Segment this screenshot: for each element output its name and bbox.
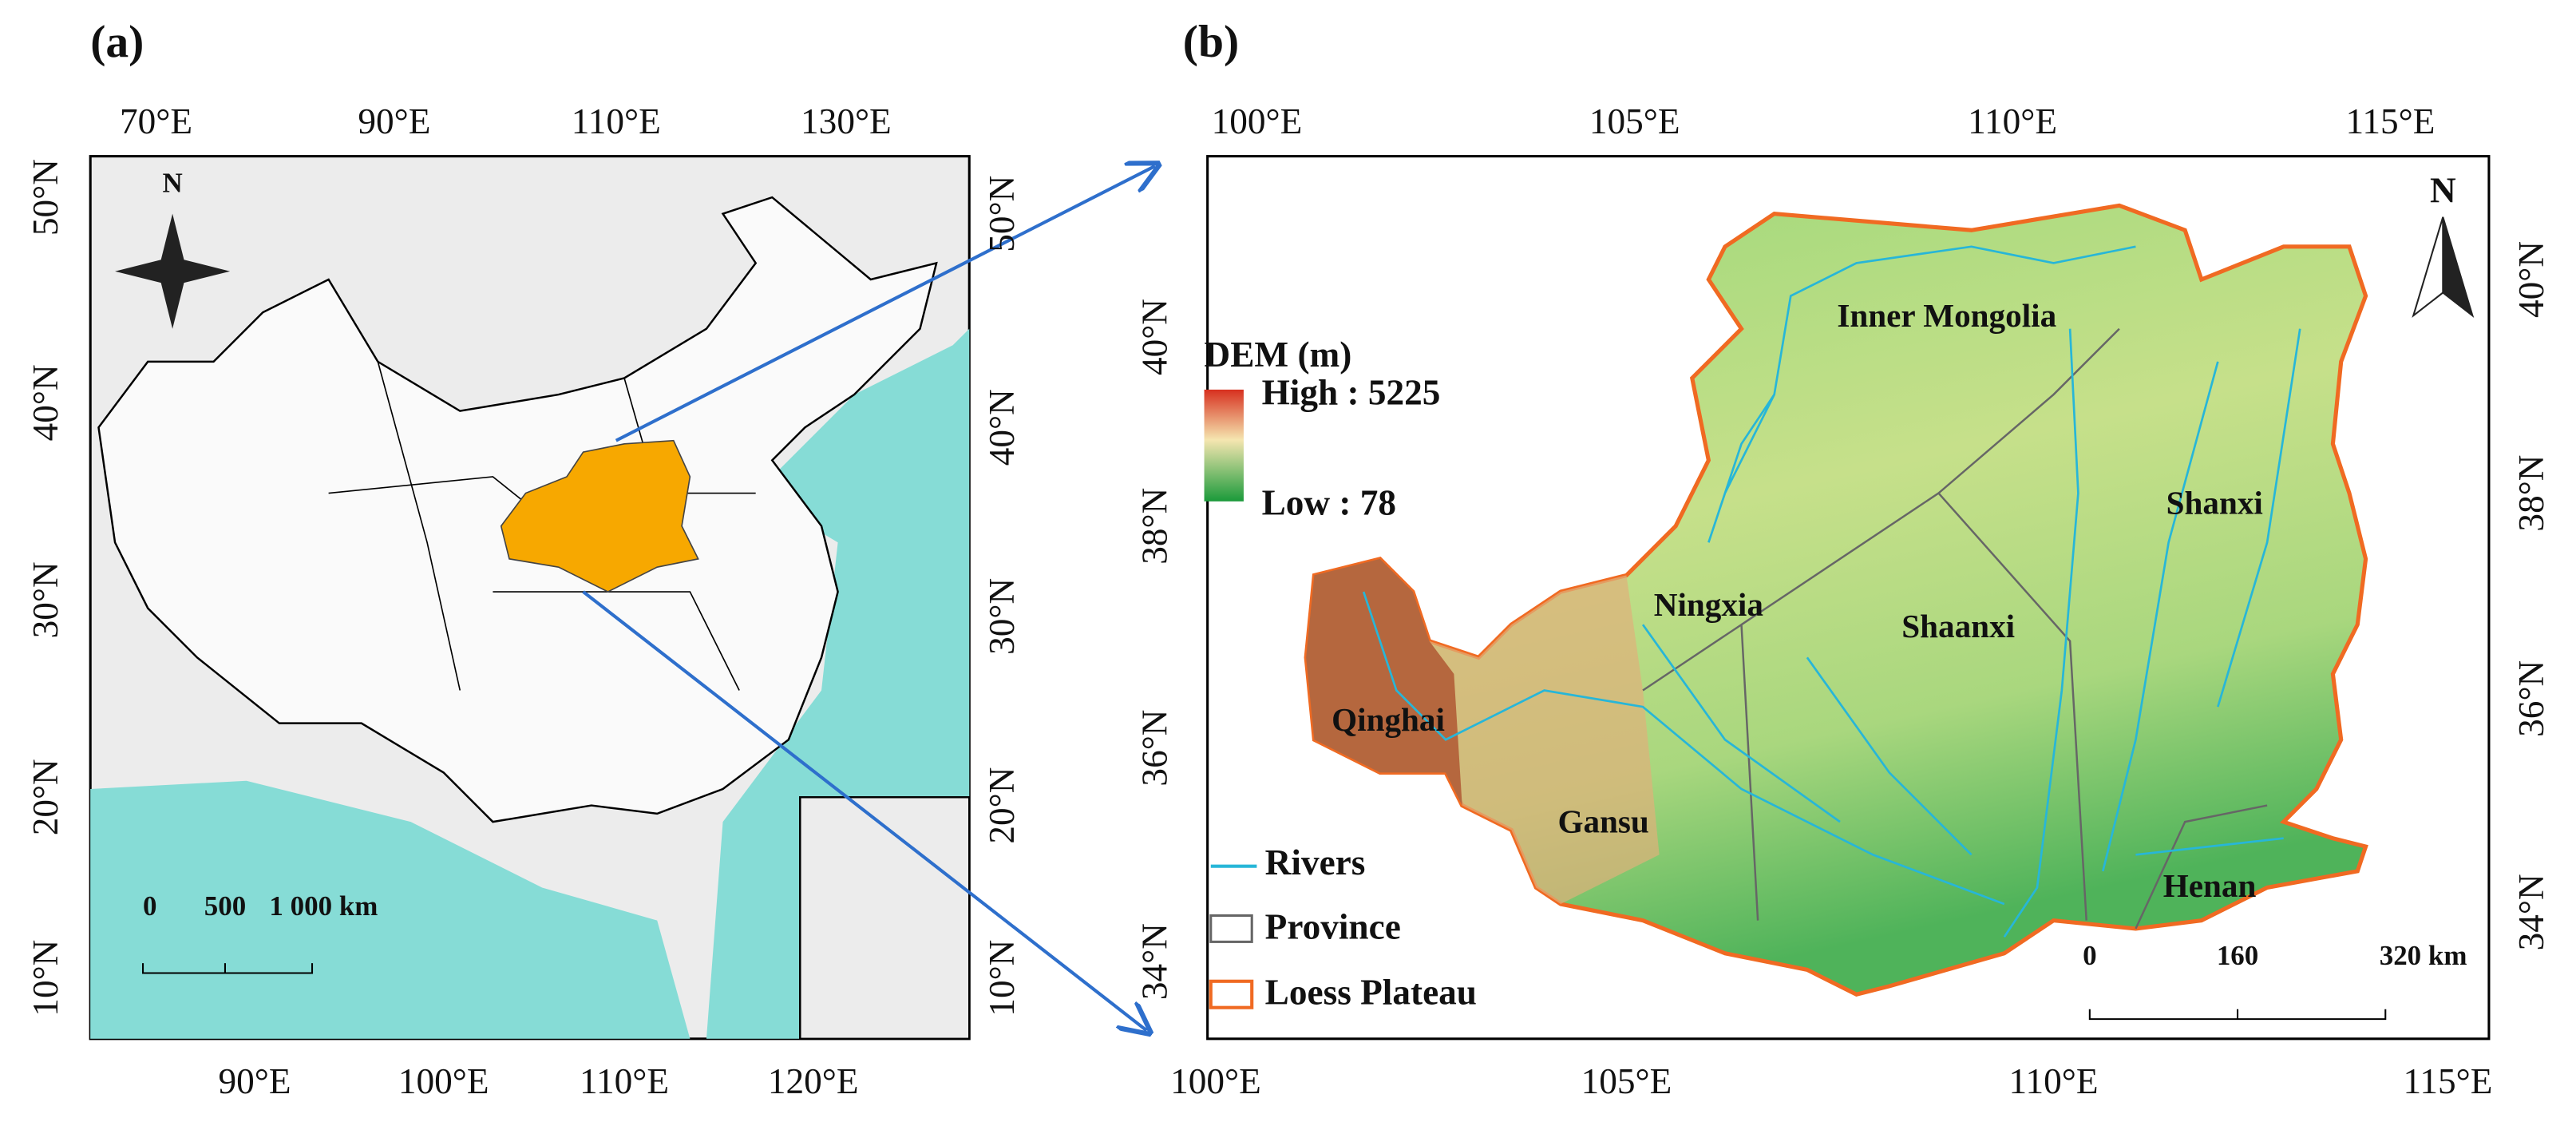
- legend-high: High : 5225: [1262, 373, 1441, 413]
- coord-label: 36°N: [2511, 660, 2551, 737]
- qinghai-highland: [1306, 558, 1462, 806]
- coord-label: 30°N: [982, 578, 1022, 655]
- coord-label: 120°E: [768, 1061, 859, 1101]
- coord-label: 40°N: [982, 389, 1022, 466]
- coord-label: 40°N: [2511, 241, 2551, 318]
- legend-item: Loess Plateau: [1265, 973, 1477, 1013]
- legend-item: Province: [1265, 906, 1401, 946]
- province-borders: [328, 361, 756, 691]
- scale-bar-b: [2088, 1009, 2387, 1021]
- inset-frame: [799, 796, 971, 1041]
- scale-label: 160: [2217, 940, 2258, 971]
- coord-label: 90°E: [358, 101, 430, 141]
- coord-label: 110°E: [1968, 101, 2057, 141]
- scale-label: 320 km: [2380, 940, 2467, 971]
- legend-low: Low : 78: [1262, 482, 1397, 522]
- rivers: [1362, 245, 2301, 938]
- coord-label: 34°N: [2511, 874, 2551, 950]
- highland: [1429, 575, 1660, 905]
- province-label: Henan: [2163, 867, 2257, 904]
- legend-item: Rivers: [1265, 843, 1366, 882]
- province-label: Shaanxi: [1901, 608, 2015, 644]
- coord-label: 115°E: [2403, 1061, 2492, 1101]
- province-label: Gansu: [1557, 803, 1648, 840]
- coord-label: 38°N: [1134, 488, 1174, 565]
- coord-label: 36°N: [1134, 709, 1174, 786]
- legend-title: DEM (m): [1205, 335, 1352, 375]
- coord-label: 20°N: [982, 767, 1022, 844]
- coord-label: 105°E: [1589, 101, 1680, 141]
- coord-label: 100°E: [1212, 101, 1303, 141]
- coord-label: 100°E: [1170, 1061, 1261, 1101]
- north-arrow: [2412, 216, 2444, 319]
- scale-label: 0: [143, 890, 156, 922]
- compass: [115, 213, 231, 329]
- dem-colorbar: [1204, 389, 1244, 502]
- coord-label: 40°N: [1134, 299, 1174, 375]
- coord-label: 40°N: [26, 364, 65, 441]
- scale-bar-a: [142, 963, 314, 974]
- province-label: Qinghai: [1332, 701, 1445, 738]
- zoom-arrow: [582, 590, 1147, 1030]
- panel-label: (a): [90, 17, 144, 67]
- coord-label: 10°N: [26, 940, 65, 1017]
- coord-label: 10°N: [982, 940, 1022, 1017]
- zoom-arrow: [615, 166, 1155, 442]
- province-label: Inner Mongolia: [1837, 297, 2056, 334]
- sea: [90, 780, 690, 1039]
- panel-label: (b): [1183, 17, 1239, 67]
- north-label: N: [162, 168, 182, 199]
- province-borders: [1642, 327, 2268, 930]
- coord-label: 34°N: [1134, 923, 1174, 1000]
- coord-label: 70°E: [120, 101, 192, 141]
- coord-label: 50°N: [26, 159, 65, 236]
- scale-label: 500: [204, 890, 246, 922]
- loess-plateau-a: [500, 439, 699, 593]
- coord-label: 30°N: [26, 561, 65, 638]
- coord-label: 115°E: [2345, 101, 2435, 141]
- coord-label: 20°N: [26, 759, 65, 835]
- coord-label: 105°E: [1581, 1061, 1672, 1101]
- coord-label: 110°E: [572, 101, 661, 141]
- coord-label: 38°N: [2511, 455, 2551, 532]
- legend-loess: [1209, 979, 1254, 1009]
- legend-province: [1209, 914, 1253, 943]
- coord-label: 110°E: [2009, 1061, 2099, 1101]
- coord-label: 90°E: [218, 1061, 291, 1101]
- coord-label: 130°E: [801, 101, 892, 141]
- coord-label: 50°N: [982, 176, 1022, 252]
- coord-label: 100°E: [398, 1061, 489, 1101]
- north-label: N: [2430, 170, 2456, 210]
- province-label: Shanxi: [2166, 484, 2263, 521]
- scale-label: 1 000 km: [269, 890, 378, 922]
- coord-label: 110°E: [580, 1061, 669, 1101]
- province-label: Ningxia: [1654, 586, 1763, 623]
- scale-label: 0: [2083, 940, 2096, 971]
